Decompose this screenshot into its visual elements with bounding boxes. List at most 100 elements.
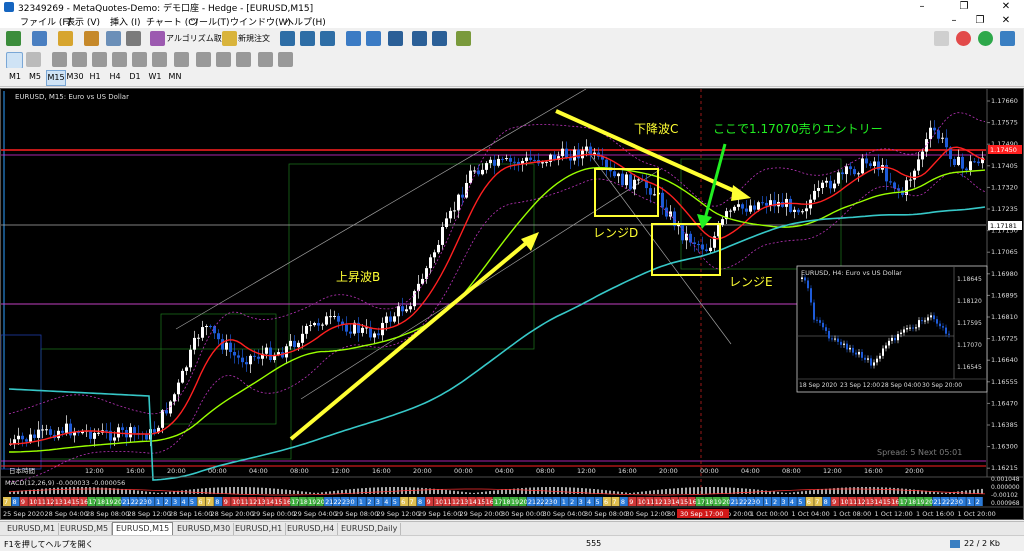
- fibo-fan-icon[interactable]: [216, 52, 231, 67]
- navigator-icon[interactable]: [106, 31, 121, 46]
- macd-bar: [833, 488, 835, 494]
- tf-m5[interactable]: M5: [29, 72, 41, 81]
- price-chart[interactable]: EURUSD, M15: Euro vs US Dollar 上昇波B 下降波C…: [0, 88, 1023, 519]
- more-tools-icon[interactable]: [278, 52, 293, 67]
- tab-eurusd-h1[interactable]: EURUSD,H1: [232, 523, 287, 535]
- tf-h1[interactable]: H1: [89, 72, 101, 81]
- candlestick-icon[interactable]: [300, 31, 315, 46]
- macd-bar: [777, 491, 779, 494]
- equidistant-channel-icon[interactable]: [112, 52, 127, 67]
- tab-eurusd-m5[interactable]: EURUSD,M5: [57, 523, 113, 535]
- cursor-icon[interactable]: [6, 52, 23, 69]
- inset-h4-chart[interactable]: EURUSD, H4: Euro vs US Dollar 1.186451.1…: [796, 265, 988, 393]
- candle-body: [949, 147, 952, 160]
- macd-bar: [969, 490, 971, 494]
- macd-bar: [933, 491, 935, 494]
- hour-cell: [839, 497, 848, 506]
- macd-bar: [21, 490, 23, 494]
- candle-body: [121, 427, 124, 431]
- signal-icon[interactable]: [978, 31, 993, 46]
- macd-bar: [877, 487, 879, 494]
- macd-bar: [397, 487, 399, 494]
- tab-eurusd-m1[interactable]: EURUSD,M1: [4, 523, 60, 535]
- tf-w1[interactable]: W1: [148, 72, 162, 81]
- macd-bar: [585, 488, 587, 494]
- candle-body: [969, 161, 972, 171]
- tf-m1[interactable]: M1: [9, 72, 21, 81]
- font-icon[interactable]: [258, 52, 273, 67]
- menu-view[interactable]: 表示 (V): [66, 18, 101, 28]
- macd-bar: [117, 488, 119, 494]
- tab-eurusd-m30[interactable]: EURUSD,M30: [174, 523, 235, 535]
- chart-shift-icon[interactable]: [412, 31, 427, 46]
- new-order-icon[interactable]: [222, 31, 237, 46]
- market-watch-icon[interactable]: [58, 31, 73, 46]
- new-order-label[interactable]: 新規注文: [238, 34, 270, 43]
- close-button[interactable]: ✕: [1001, 1, 1011, 12]
- menu-file[interactable]: ファイル (F): [20, 18, 72, 28]
- candle-body: [517, 161, 520, 165]
- menu-help[interactable]: ヘルプ(H): [285, 18, 326, 28]
- candle-body: [601, 156, 604, 160]
- brush-icon[interactable]: [196, 52, 211, 67]
- tab-eurusd-h4[interactable]: EURUSD,H4: [284, 523, 339, 535]
- macd-bar: [613, 491, 615, 494]
- shapes-icon[interactable]: [152, 52, 167, 67]
- inset-candle-body: [918, 320, 920, 328]
- menubar-restore-button[interactable]: ❐: [975, 15, 985, 26]
- tile-windows-icon[interactable]: [388, 31, 403, 46]
- maximize-button[interactable]: ❐: [959, 1, 969, 12]
- autoscroll-icon[interactable]: [432, 31, 447, 46]
- tf-m30[interactable]: M30: [66, 72, 84, 81]
- profiles-icon[interactable]: [32, 31, 47, 46]
- crosshair-icon[interactable]: [26, 52, 41, 67]
- candle-body: [865, 158, 868, 164]
- menubar-close-button[interactable]: ✕: [1001, 15, 1011, 26]
- trendline-icon[interactable]: [92, 52, 107, 67]
- menu-window[interactable]: ウインドウ(W): [230, 18, 291, 28]
- macd-bar: [581, 488, 583, 494]
- record-icon[interactable]: [956, 31, 971, 46]
- macd-bar: [853, 487, 855, 494]
- tf-h4[interactable]: H4: [109, 72, 121, 81]
- terminal-icon[interactable]: [126, 31, 141, 46]
- horizontal-line-icon[interactable]: [72, 52, 87, 67]
- zoom-in-icon[interactable]: [346, 31, 361, 46]
- chart-window[interactable]: EURUSD, M15: Euro vs US Dollar 上昇波B 下降波C…: [0, 88, 1024, 520]
- macd-bar: [513, 488, 515, 494]
- menu-chart[interactable]: チャート (C): [146, 18, 199, 28]
- tf-m15[interactable]: M15: [46, 70, 66, 86]
- zoom-out-icon[interactable]: [366, 31, 381, 46]
- minimize-button[interactable]: –: [919, 1, 925, 12]
- macd-bar: [673, 488, 675, 494]
- bar-chart-icon[interactable]: [280, 31, 295, 46]
- algo-trading-icon[interactable]: [150, 31, 165, 46]
- hour-number: 13: [460, 498, 468, 506]
- hour-cell: [856, 497, 865, 506]
- fibonacci-icon[interactable]: [132, 52, 147, 67]
- macd-bar: [113, 488, 115, 494]
- vertical-line-icon[interactable]: [52, 52, 67, 67]
- candle-body: [573, 149, 576, 161]
- text-icon[interactable]: [174, 52, 189, 67]
- tf-d1[interactable]: D1: [129, 72, 141, 81]
- indicators-icon[interactable]: [456, 31, 471, 46]
- hour-number: 18: [908, 498, 916, 506]
- hour-cell: [172, 497, 180, 506]
- menubar-minimize-button[interactable]: –: [951, 15, 957, 26]
- hour-number: 23: [950, 498, 958, 506]
- line-chart-icon[interactable]: [320, 31, 335, 46]
- data-window-icon[interactable]: [84, 31, 99, 46]
- alert-icon[interactable]: [934, 31, 949, 46]
- search-icon[interactable]: [1000, 31, 1015, 46]
- candle-body: [425, 268, 428, 279]
- tab-eurusd-m15[interactable]: EURUSD,M15: [112, 522, 174, 537]
- tf-mn[interactable]: MN: [168, 72, 182, 81]
- macd-bar: [973, 489, 975, 494]
- arrow-icon[interactable]: [236, 52, 251, 67]
- tab-eurusd-daily[interactable]: EURUSD,Daily: [338, 523, 402, 535]
- menu-tools[interactable]: ツール(T): [190, 18, 230, 28]
- menu-insert[interactable]: 挿入 (I): [110, 18, 141, 28]
- algo-trading-label[interactable]: アルゴリズム取引: [166, 34, 230, 43]
- new-chart-icon[interactable]: [6, 31, 21, 46]
